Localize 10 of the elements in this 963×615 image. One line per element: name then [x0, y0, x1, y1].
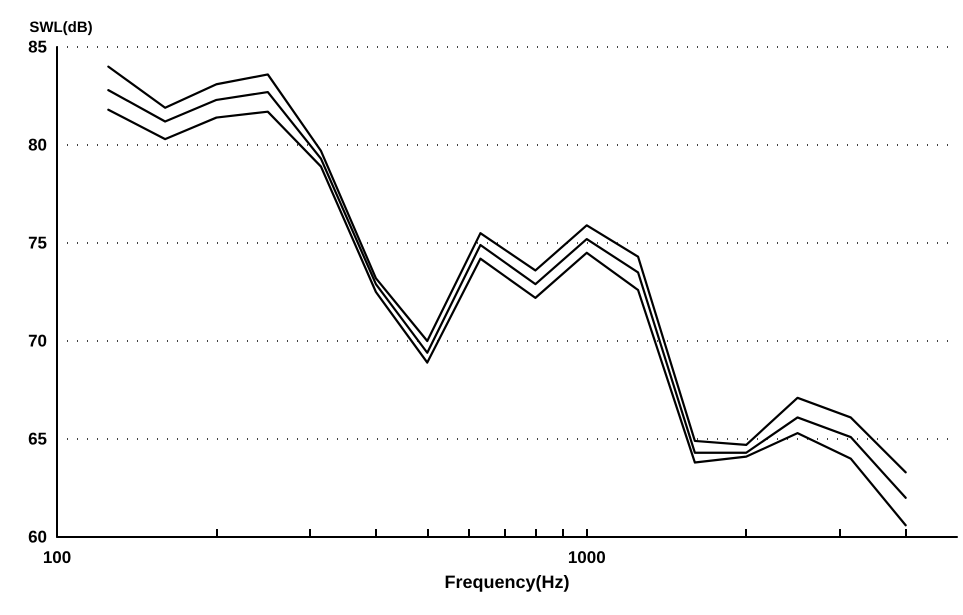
y-tick-label: 80: [28, 136, 47, 154]
x-axis-title: Frequency(Hz): [444, 572, 570, 592]
y-tick-label: 75: [28, 234, 47, 252]
y-tick-label: 60: [28, 528, 47, 546]
y-tick-label: 70: [28, 332, 47, 350]
y-axis-title: SWL(dB): [29, 19, 93, 36]
y-tick-label: 85: [28, 38, 47, 56]
x-tick-label: 1000: [568, 548, 606, 567]
y-tick-label: 65: [28, 430, 47, 448]
x-tick-label: 100: [42, 548, 72, 567]
